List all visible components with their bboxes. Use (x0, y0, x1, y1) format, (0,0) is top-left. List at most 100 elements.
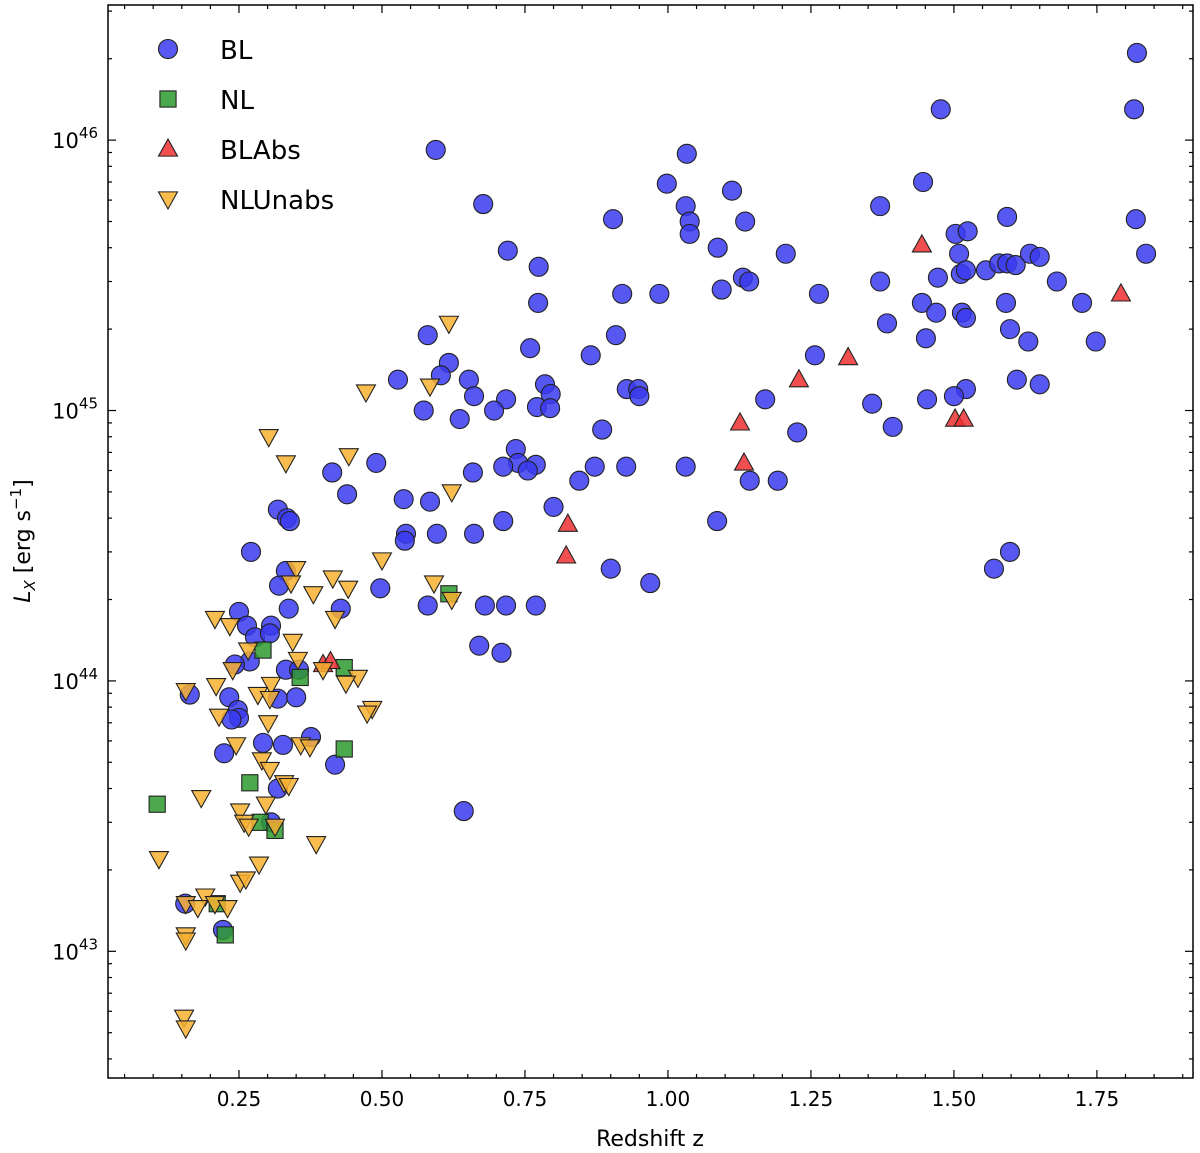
legend-item-nl: NL (159, 86, 254, 116)
point-bl (286, 687, 307, 708)
point-bl (957, 221, 978, 242)
point-bl (602, 209, 624, 230)
point-bl (930, 99, 951, 120)
point-bl (496, 595, 517, 616)
point-bl (870, 271, 891, 292)
point-bl (600, 558, 621, 579)
point-nlunabs (237, 642, 259, 662)
point-nlunabs (305, 836, 327, 855)
legend-label: BL (220, 36, 253, 66)
legend-item-blabs: BLAbs (157, 136, 301, 166)
point-nlunabs (282, 633, 304, 653)
point-bl (540, 398, 561, 419)
point-bl (259, 623, 280, 644)
y-axis-label: LX [erg s−1] (7, 479, 39, 602)
data-points (148, 42, 1157, 1040)
point-nlunabs (322, 570, 344, 590)
point-nlunabs (235, 871, 257, 891)
point-bl (916, 389, 938, 410)
point-bl (995, 292, 1017, 313)
point-bl (755, 389, 776, 410)
point-bl (656, 173, 677, 194)
point-bl (272, 734, 294, 755)
point-bl (955, 307, 976, 328)
point-bl (337, 484, 358, 505)
point-bl (543, 496, 564, 517)
legend-marker-square (159, 90, 177, 108)
point-nl (148, 795, 166, 813)
point-bl (605, 325, 626, 346)
plot-frame (107, 4, 1194, 1079)
point-nlunabs (264, 818, 286, 838)
point-nlunabs (259, 690, 281, 710)
point-bl (999, 319, 1021, 340)
point-blabs (555, 544, 577, 564)
point-bl (419, 491, 441, 512)
point-nlunabs (175, 683, 197, 702)
legend-item-bl: BL (157, 36, 253, 66)
point-blabs (788, 368, 810, 388)
point-bl (612, 283, 633, 304)
y-tick-label: 1046 (52, 124, 98, 153)
point-nlunabs (219, 618, 241, 637)
point-bl (1124, 99, 1145, 120)
legend-label: BLAbs (220, 136, 301, 166)
point-bl (1005, 255, 1026, 276)
point-bl (520, 338, 541, 359)
legend-marker-triangle-up (157, 137, 179, 157)
point-bl (915, 328, 936, 349)
point-bl (464, 386, 485, 407)
x-tick-label: 0.50 (360, 1087, 405, 1111)
x-axis-label: Redshift z (596, 1127, 704, 1152)
point-nlunabs (173, 1009, 195, 1029)
point-bl (1018, 331, 1039, 352)
point-bl (528, 256, 549, 277)
point-nlunabs (419, 378, 441, 398)
point-nlunabs (285, 561, 307, 580)
point-bl (999, 541, 1021, 562)
point-bl (943, 386, 964, 407)
point-bl (279, 511, 300, 532)
point-bl (1029, 374, 1050, 395)
point-bl (676, 143, 697, 164)
point-bl (569, 470, 590, 491)
legend-marker-circle (157, 38, 179, 60)
point-blabs (1110, 282, 1132, 302)
point-blabs (837, 346, 859, 366)
x-tick-label: 0.25 (217, 1087, 262, 1111)
point-nlunabs (208, 708, 230, 728)
point-blabs (953, 407, 975, 427)
point-nlunabs (287, 651, 309, 671)
point-nlunabs (187, 900, 209, 919)
point-bl (214, 743, 235, 764)
point-bl (528, 292, 549, 313)
point-nlunabs (441, 484, 463, 504)
point-nl (241, 774, 259, 792)
series-nl (148, 585, 458, 944)
point-nlunabs (258, 429, 280, 448)
point-nlunabs (225, 737, 247, 756)
point-bl (325, 754, 346, 775)
point-bl (739, 271, 760, 292)
axis-ticks (108, 5, 1193, 1078)
point-nlunabs (371, 552, 393, 572)
point-nlunabs (278, 777, 300, 797)
point-bl (584, 456, 605, 477)
point-nlunabs (251, 752, 273, 772)
point-bl (240, 541, 262, 562)
point-bl (370, 578, 391, 599)
x-tick-label: 0.75 (503, 1087, 548, 1111)
point-nlunabs (190, 789, 212, 809)
point-bl (278, 598, 299, 619)
point-nl (216, 926, 234, 944)
point-bl (493, 456, 514, 477)
legend-label: NL (220, 86, 254, 116)
point-bl (767, 470, 788, 491)
point-bl (393, 489, 414, 510)
x-tick-labels: 0.25 0.50 0.75 1.00 1.25 1.50 1.75 (217, 1087, 1119, 1111)
point-nlunabs (275, 455, 297, 475)
point-blabs (729, 411, 751, 431)
x-tick-label: 1.75 (1075, 1087, 1120, 1111)
point-bl (517, 460, 538, 481)
point-bl (1136, 243, 1157, 264)
